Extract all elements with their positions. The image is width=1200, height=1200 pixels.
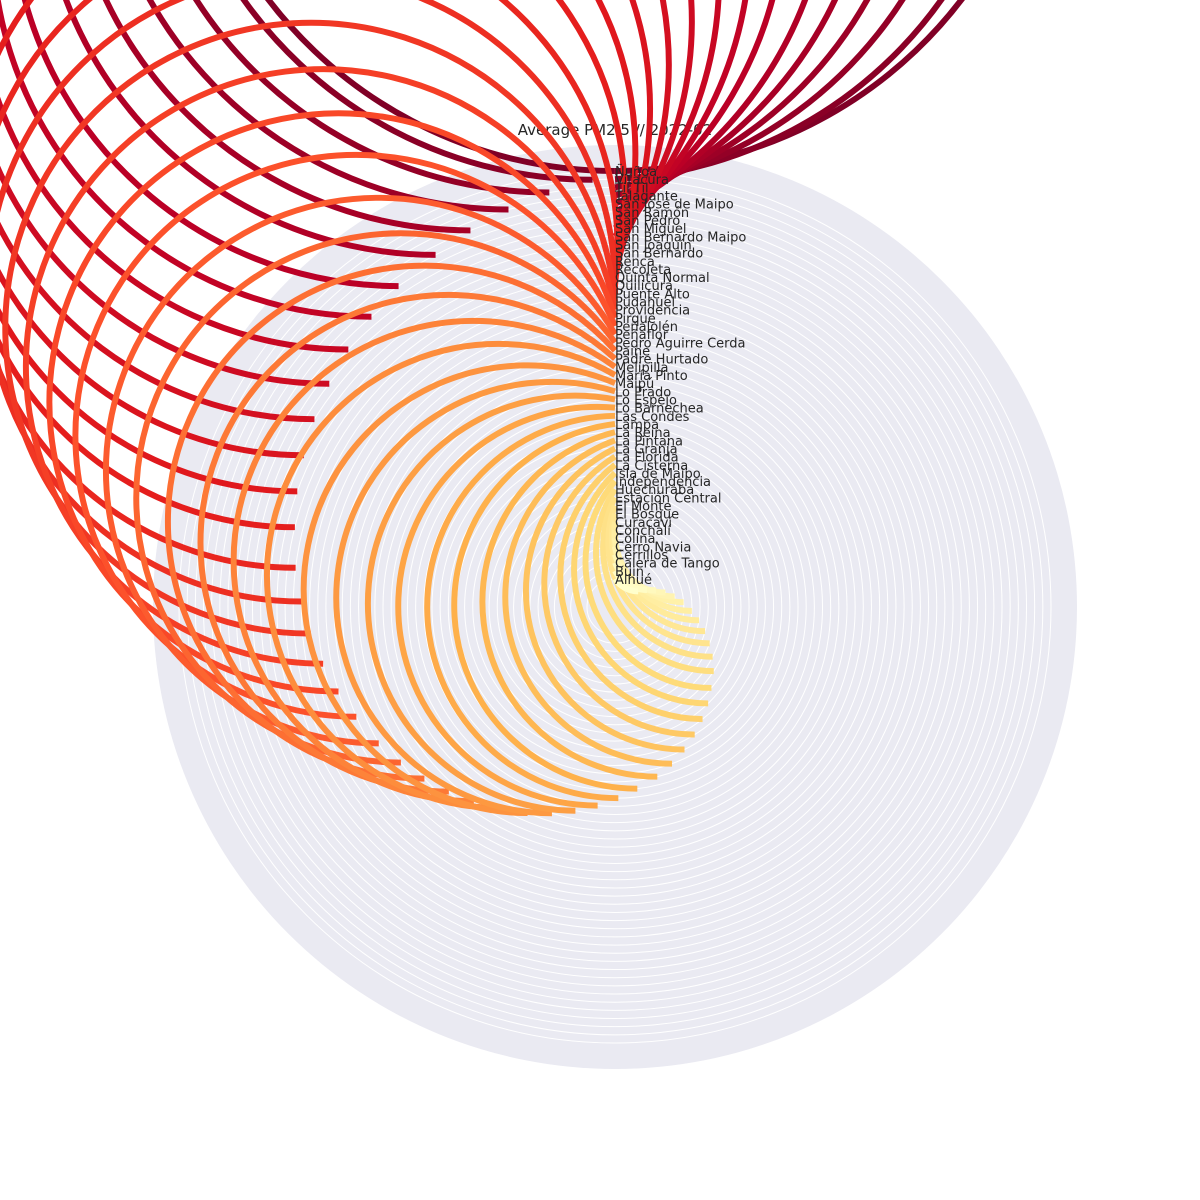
bar-label: Maipú xyxy=(615,377,654,392)
bar-label: La Pintana xyxy=(615,434,683,449)
bar-arc xyxy=(424,412,619,802)
bar-label: San Joaquín xyxy=(615,238,692,253)
bar-label: Lampa xyxy=(615,418,659,433)
bar-arc xyxy=(612,561,657,594)
bar-label: Quilicura xyxy=(615,279,673,294)
bar-label: Estación Central xyxy=(615,491,721,506)
bar-label: San Ramón xyxy=(615,206,689,221)
bar-arc xyxy=(102,0,839,234)
bar-arc xyxy=(264,341,617,811)
bar-label: Vitacura xyxy=(615,173,669,188)
bar-arc xyxy=(557,462,703,723)
bar-label: Recoleta xyxy=(615,263,671,278)
bar-label: Curacaví xyxy=(615,516,672,531)
bar-label: Calera de Tango xyxy=(615,557,720,572)
bar-label: Talagante xyxy=(614,189,678,204)
bar-label: Colina xyxy=(615,532,655,547)
bar-arc xyxy=(22,66,618,667)
bar-arc xyxy=(0,0,621,571)
bar-label: Lo Prado xyxy=(615,385,671,400)
bar-label: El Bosque xyxy=(615,508,679,523)
bar-label: Las Condes xyxy=(615,410,690,425)
bar-label: Cerro Navia xyxy=(615,540,691,555)
bar-arc xyxy=(522,445,685,753)
bar-label: Alhué xyxy=(615,573,652,588)
bar-arc xyxy=(197,291,617,795)
bar-label: Pedro Aguirre Cerda xyxy=(615,336,745,351)
bar-arc xyxy=(395,403,616,809)
bar-arc xyxy=(612,569,648,593)
bar-label: San José de Maipo xyxy=(615,198,734,213)
bar-arc xyxy=(605,504,710,647)
bar-label: Conchalí xyxy=(615,524,671,539)
bar-label: Huechuraba xyxy=(615,483,694,498)
bar-arc xyxy=(146,0,871,213)
bar-label: Renca xyxy=(615,255,655,270)
bar-arc xyxy=(333,378,616,817)
bar-arc xyxy=(0,0,628,531)
bar-label: Peñalolén xyxy=(615,320,678,335)
bar-label: Providencia xyxy=(615,304,690,319)
bar-label: Lo Espejo xyxy=(615,393,677,408)
bar-label: Peñaflor xyxy=(615,328,669,343)
bar-label: Lo Barnechea xyxy=(615,402,704,417)
bar-arc xyxy=(164,262,618,782)
bar-arc xyxy=(2,19,618,637)
bar-label: Til Til xyxy=(614,181,649,196)
bar-arc xyxy=(582,479,712,691)
bar-arc xyxy=(612,577,639,595)
bar-arc xyxy=(502,437,673,767)
bar-label: Buin xyxy=(615,565,644,580)
bar-label: Cerrillos xyxy=(615,549,668,564)
bar-arc xyxy=(364,392,616,814)
bar-label: Independencia xyxy=(615,475,711,490)
bar-arc xyxy=(21,0,776,290)
bars xyxy=(0,0,965,817)
bar-arc xyxy=(193,0,906,196)
bar-label: Pirque xyxy=(615,312,656,327)
bar-label: Pudahuel xyxy=(615,296,675,311)
bar-label: Ñuñoa xyxy=(615,164,657,180)
bar-label: San Pedro xyxy=(615,214,680,229)
bar-label: Paine xyxy=(615,345,650,360)
bar-label: Puente Alto xyxy=(615,287,690,302)
bar-arc xyxy=(300,362,617,817)
bar-arc xyxy=(600,496,713,660)
bar-arc xyxy=(230,317,617,805)
bar-label: La Cisterna xyxy=(615,459,688,474)
bar-label: San Bernardo xyxy=(615,247,703,262)
bar-arc xyxy=(593,487,714,675)
bar-label: María Pinto xyxy=(615,369,688,384)
bar-arc xyxy=(0,0,749,320)
bar-label: La Florida xyxy=(615,451,679,466)
bar-label: Padre Hurtado xyxy=(615,353,708,368)
bar-arc xyxy=(451,421,638,792)
bar-arc xyxy=(0,0,672,423)
bar-arc xyxy=(0,0,695,387)
bar-arc xyxy=(0,0,654,459)
bar-label: Quinta Normal xyxy=(615,271,710,286)
bar-label: Melipilla xyxy=(615,361,669,376)
bar-arc xyxy=(0,0,722,353)
bar-label: El Monte xyxy=(615,500,671,515)
bar-arc xyxy=(133,230,618,766)
bar-arc xyxy=(479,429,658,780)
bar-label: La Reina xyxy=(615,426,671,441)
bar-label: San Miguel xyxy=(615,222,687,237)
bar-label: La Granja xyxy=(615,442,678,457)
bar-label: San Bernardo Maipo xyxy=(615,230,746,245)
bar-arc xyxy=(571,470,709,707)
bar-arc xyxy=(541,454,695,738)
bar-label: Isla de Maipo xyxy=(615,467,701,482)
